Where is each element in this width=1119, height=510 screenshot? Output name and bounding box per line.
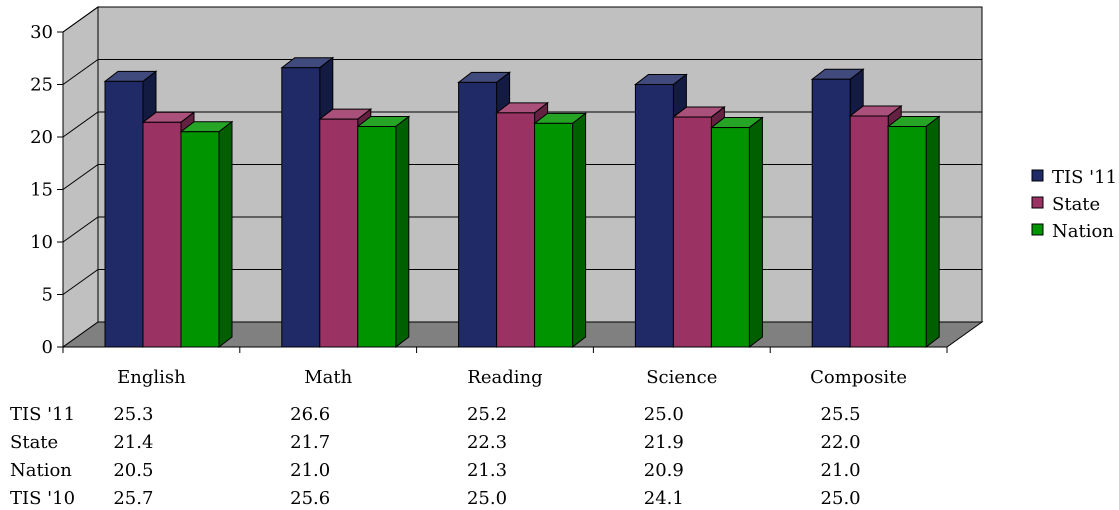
bar-front [811, 78, 851, 348]
x-category-label: Reading [467, 367, 542, 388]
legend-swatch [1031, 223, 1044, 236]
legend: TIS '11 State Nation [1031, 167, 1117, 242]
y-axis-tick-labels: 0 5 10 15 20 25 30 [30, 22, 53, 358]
bar-front [710, 127, 750, 348]
table-cell: 21.9 [644, 432, 684, 453]
table-cell: 22.3 [467, 432, 507, 453]
bar-front [180, 131, 220, 348]
y-tick-label: 20 [30, 127, 53, 148]
table-cell: 21.7 [290, 432, 330, 453]
bar-front [849, 115, 889, 348]
legend-swatch [1031, 196, 1044, 209]
x-axis-category-labels: English Math Reading Science Composite [117, 367, 907, 388]
x-category-label: Science [646, 367, 717, 388]
bar-front [142, 121, 182, 348]
bar [356, 115, 411, 349]
table-cell: 25.0 [467, 488, 507, 509]
table-cell: 21.0 [821, 460, 861, 481]
plot-bars [103, 56, 941, 349]
table-cell: 25.2 [467, 404, 507, 425]
bar-front [534, 122, 574, 348]
bar-front [357, 126, 397, 348]
table-cell: 26.6 [290, 404, 330, 425]
bar-front [458, 81, 498, 348]
table-row-label: TIS '11 [10, 404, 75, 425]
table-cell: 25.3 [113, 404, 153, 425]
table-cell: 20.9 [644, 460, 684, 481]
table-cell: 21.3 [467, 460, 507, 481]
bar-side [395, 115, 410, 349]
bar-front [672, 116, 712, 348]
bar [886, 115, 941, 349]
y-tick-label: 0 [42, 337, 53, 358]
bar-front [887, 126, 927, 348]
bar-front [496, 112, 536, 348]
bar [709, 116, 764, 349]
table-cell: 20.5 [113, 460, 153, 481]
table-cell: 22.0 [821, 432, 861, 453]
bar-side [218, 120, 233, 349]
y-tick-label: 5 [42, 285, 53, 306]
bar-front [104, 80, 144, 348]
bar-side [925, 115, 940, 349]
bar-front [319, 118, 359, 348]
table-cell: 21.0 [290, 460, 330, 481]
bar [179, 120, 234, 349]
table-cell: 24.1 [644, 488, 684, 509]
y-tick-label: 15 [30, 180, 53, 201]
legend-label: TIS '11 [1052, 167, 1117, 188]
bar-front [634, 84, 674, 348]
table-cell: 25.0 [821, 488, 861, 509]
table-row-label: State [10, 432, 58, 453]
legend-swatch [1031, 169, 1044, 182]
y-tick-label: 30 [30, 22, 53, 43]
legend-label: Nation [1052, 221, 1114, 242]
table-row-label: Nation [10, 460, 72, 481]
gridline [62, 59, 982, 85]
x-category-label: Math [304, 367, 352, 388]
table-row-label: TIS '10 [10, 488, 75, 509]
bar-side [748, 116, 763, 349]
table-cell: 25.5 [821, 404, 861, 425]
legend-label: State [1052, 194, 1100, 215]
data-table: TIS '11 25.3 26.6 25.2 25.0 25.5 State 21.4 21.7… [10, 404, 861, 509]
x-category-label: Composite [810, 367, 907, 388]
bar-side [572, 112, 587, 349]
y-tick-label: 10 [30, 232, 53, 253]
y-tick-label: 25 [30, 75, 53, 96]
x-category-label: English [117, 367, 186, 388]
bar [533, 112, 588, 349]
gridline [62, 6, 982, 33]
table-cell: 21.4 [113, 432, 153, 453]
bar-front [281, 67, 321, 348]
table-cell: 25.0 [644, 404, 684, 425]
table-cell: 25.7 [113, 488, 153, 509]
table-cell: 25.6 [290, 488, 330, 509]
